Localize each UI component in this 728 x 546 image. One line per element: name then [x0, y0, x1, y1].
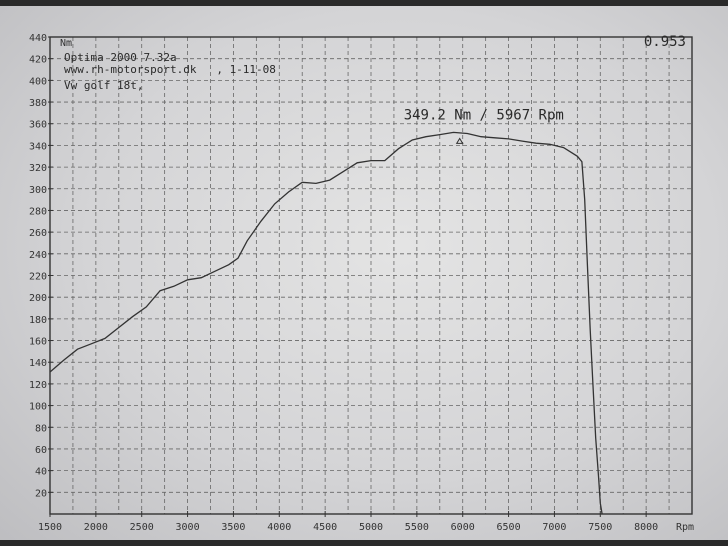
y-tick-label: 100: [29, 402, 47, 413]
y-tick-label: 160: [29, 337, 47, 348]
y-tick-label: 140: [29, 358, 47, 369]
y-tick-label: 20: [35, 488, 47, 499]
x-axis-label: Rpm: [676, 522, 694, 533]
x-tick-label: 4500: [313, 522, 337, 533]
y-tick-label: 340: [29, 141, 47, 152]
x-tick-label: 4000: [267, 522, 291, 533]
x-tick-label: 2000: [84, 522, 108, 533]
torque-curve: [49, 131, 603, 515]
x-tick-label: 3000: [176, 522, 200, 533]
peak-label: 349.2 Nm / 5967 Rpm: [404, 107, 564, 123]
y-tick-label: 200: [29, 293, 47, 304]
x-tick-label: 7000: [542, 522, 566, 533]
x-tick-label: 8000: [634, 522, 658, 533]
x-tick-label: 5000: [359, 522, 383, 533]
y-tick-label: 400: [29, 76, 47, 87]
y-tick-label: 280: [29, 206, 47, 217]
y-axis-ticks: 20 40 60 80 100 120 140 160 180 200 220 240 260 280 30…: [29, 33, 53, 499]
x-axis-ticks: 1500 2000 2500 3000 3500 4000 4500 5000 5500 6000…: [38, 511, 658, 533]
y-tick-label: 420: [29, 55, 47, 66]
x-tick-label: 7500: [588, 522, 612, 533]
y-tick-label: 60: [35, 445, 47, 456]
x-tick-label: 3500: [221, 522, 245, 533]
y-tick-label: 80: [35, 423, 47, 434]
peak-marker: [455, 137, 464, 144]
y-tick-label: 180: [29, 315, 47, 326]
y-tick-label: 40: [35, 467, 47, 478]
y-axis-label: Nm: [60, 38, 72, 49]
x-tick-label: 6500: [497, 522, 521, 533]
correction-factor: 0.953: [644, 34, 686, 50]
y-tick-label: 120: [29, 380, 47, 391]
y-tick-label: 240: [29, 250, 47, 261]
header-line-vehicle: Vw golf 18t,: [64, 79, 143, 92]
header-line-website-date: www.rh-motorsport.dk , 1-11-08: [64, 63, 276, 76]
header-line-software: Optima 2000 7.32a: [64, 51, 177, 64]
photo-bottom-edge: [0, 540, 728, 546]
chart-grid: [50, 37, 692, 514]
y-tick-label: 440: [29, 33, 47, 44]
y-tick-label: 300: [29, 185, 47, 196]
y-tick-label: 380: [29, 98, 47, 109]
x-tick-label: 5500: [405, 522, 429, 533]
x-tick-label: 6000: [451, 522, 475, 533]
y-tick-label: 360: [29, 120, 47, 131]
y-tick-label: 220: [29, 272, 47, 283]
x-tick-label: 2500: [130, 522, 154, 533]
photo-top-edge: [0, 0, 728, 6]
y-tick-label: 260: [29, 228, 47, 239]
x-tick-label: 1500: [38, 522, 62, 533]
y-tick-label: 320: [29, 163, 47, 174]
